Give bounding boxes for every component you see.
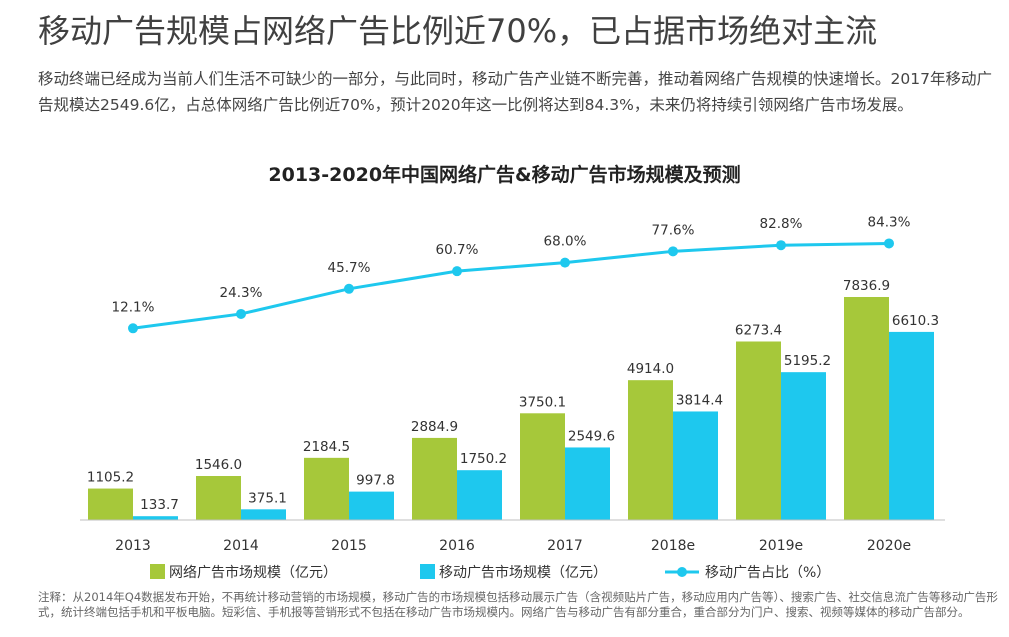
bar-network-ad xyxy=(736,341,781,520)
bar-label-network-ad: 3750.1 xyxy=(519,394,566,410)
bar-mobile-ad xyxy=(673,411,718,520)
share-point xyxy=(776,240,786,251)
bar-network-ad xyxy=(412,437,457,520)
share-label: 24.3% xyxy=(220,285,263,301)
share-label: 45.7% xyxy=(328,260,371,276)
chart-canvas: 1105.2133.71546.0375.12184.5997.82884.91… xyxy=(80,214,945,581)
x-tick-label: 2020e xyxy=(867,538,911,554)
bar-label-network-ad: 1105.2 xyxy=(87,470,134,486)
intro-paragraph: 移动终端已经成为当前人们生活不可缺少的一部分，与此同时，移动广告产业链不断完善，… xyxy=(38,70,992,114)
bar-mobile-ad xyxy=(241,509,286,520)
bar-label-network-ad: 7836.9 xyxy=(843,278,890,294)
bar-label-mobile-ad: 2549.6 xyxy=(568,428,615,444)
bar-mobile-ad xyxy=(457,470,502,520)
footnote: 注释：从2014年Q4数据发布开始，不再统计移动营销的市场规模，移动广告的市场规… xyxy=(38,590,998,619)
bar-mobile-ad xyxy=(565,447,610,520)
bar-network-ad xyxy=(520,413,565,520)
x-tick-label: 2015 xyxy=(331,538,367,554)
legend-network-ad-label: 网络广告市场规模（亿元） xyxy=(169,564,337,581)
share-point xyxy=(236,308,246,319)
bar-mobile-ad xyxy=(133,516,178,520)
bar-label-mobile-ad: 5195.2 xyxy=(784,353,831,369)
x-tick-label: 2019e xyxy=(759,538,803,554)
share-point xyxy=(668,246,678,257)
bar-network-ad xyxy=(844,297,889,520)
x-tick-label: 2014 xyxy=(223,538,259,554)
bar-label-network-ad: 2884.9 xyxy=(411,419,458,435)
share-point xyxy=(344,283,354,294)
bar-label-mobile-ad: 375.1 xyxy=(248,490,287,506)
bar-network-ad xyxy=(628,380,673,520)
share-label: 84.3% xyxy=(868,214,911,230)
share-label: 12.1% xyxy=(112,299,155,315)
share-point xyxy=(560,257,570,268)
page-headline: 移动广告规模占网络广告比例近70%，已占据市场绝对主流 xyxy=(38,12,878,50)
share-point xyxy=(452,266,462,277)
bar-label-mobile-ad: 1750.2 xyxy=(460,451,507,467)
bars-layer xyxy=(88,297,934,520)
bar-network-ad xyxy=(304,457,349,520)
share-point xyxy=(128,323,138,334)
bar-label-network-ad: 4914.0 xyxy=(627,361,674,377)
bar-label-network-ad: 2184.5 xyxy=(303,439,350,455)
share-line-layer: 12.1% 24.3% 45.7% 60.7% 68.0% 77.6% 82.8% 84.3% xyxy=(112,214,911,334)
x-tick-labels: 2013 2014 2015 2016 2017 2018e 2019e 2020e xyxy=(115,538,911,554)
bar-labels-layer: 1105.2133.71546.0375.12184.5997.82884.91… xyxy=(87,278,939,513)
x-tick-label: 2013 xyxy=(115,538,151,554)
bar-label-network-ad: 6273.4 xyxy=(735,322,782,338)
bar-label-mobile-ad: 6610.3 xyxy=(892,313,939,329)
x-tick-label: 2016 xyxy=(439,538,475,554)
share-label: 68.0% xyxy=(544,234,587,250)
share-label: 60.7% xyxy=(436,242,479,258)
share-line xyxy=(132,241,890,330)
bar-label-network-ad: 1546.0 xyxy=(195,457,242,473)
bar-network-ad xyxy=(196,476,241,520)
legend-mobile-share-label: 移动广告占比（%） xyxy=(705,565,830,581)
bar-mobile-ad xyxy=(349,491,394,520)
x-tick-label: 2018e xyxy=(651,538,695,554)
bar-network-ad xyxy=(88,488,133,520)
chart-title: 2013-2020年中国网络广告&移动广告市场规模及预测 xyxy=(268,164,741,186)
legend-network-ad-swatch xyxy=(150,564,165,579)
share-label: 82.8% xyxy=(760,216,803,232)
bar-label-mobile-ad: 133.7 xyxy=(140,497,179,513)
bar-mobile-ad xyxy=(889,331,934,520)
bar-label-mobile-ad: 997.8 xyxy=(356,473,395,489)
bar-label-mobile-ad: 3814.4 xyxy=(676,392,723,408)
share-label: 77.6% xyxy=(652,222,695,238)
bar-mobile-ad xyxy=(781,372,826,520)
legend-mobile-share-swatch-dot xyxy=(677,567,687,577)
share-point xyxy=(884,238,894,249)
legend-mobile-ad-label: 移动广告市场规模（亿元） xyxy=(439,564,607,581)
legend: 网络广告市场规模（亿元） 移动广告市场规模（亿元） 移动广告占比（%） xyxy=(150,564,830,581)
x-tick-label: 2017 xyxy=(547,538,583,554)
legend-mobile-ad-swatch xyxy=(420,564,435,579)
